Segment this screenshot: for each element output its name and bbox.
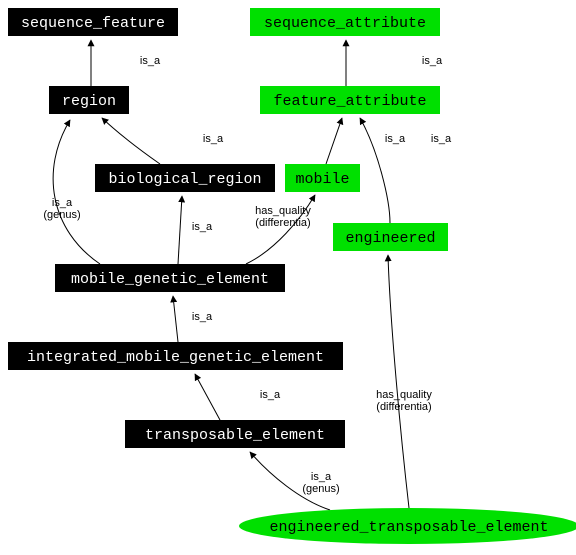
edge-mobile_genetic_element-biological_region (178, 196, 182, 264)
edge-integrated_mobile_genetic_element-mobile_genetic_element (173, 296, 178, 342)
node-label-integrated_mobile_genetic_element: integrated_mobile_genetic_element (27, 349, 324, 366)
node-label-region: region (62, 93, 116, 110)
node-label-mobile: mobile (295, 171, 349, 188)
edge-label-feature_attribute-sequence_attribute: is_a (422, 55, 443, 67)
edge-label-transposable_element-integrated_mobile_genetic_element: is_a (260, 389, 281, 401)
edge-engineered_transposable_element-engineered (388, 255, 409, 508)
edge-label-integrated_mobile_genetic_element-mobile_genetic_element: is_a (192, 311, 213, 323)
node-label-engineered: engineered (345, 230, 435, 247)
edge-biological_region-region (102, 118, 160, 164)
edge-label-mobile-feature_attribute: is_a (385, 133, 406, 145)
edge-mobile_genetic_element-region (53, 120, 100, 264)
node-label-mobile_genetic_element: mobile_genetic_element (71, 271, 269, 288)
edge-label-engineered-feature_attribute: is_a (431, 133, 452, 145)
edge-transposable_element-integrated_mobile_genetic_element (195, 374, 220, 420)
edge-label-mobile_genetic_element-mobile: has_quality(differentia) (255, 205, 311, 229)
edge-label-mobile_genetic_element-region: is_a(genus) (43, 197, 80, 221)
edge-label-engineered_transposable_element-engineered: has_quality(differentia) (376, 389, 432, 413)
node-label-biological_region: biological_region (108, 171, 261, 188)
edge-label-region-sequence_feature: is_a (140, 55, 161, 67)
edge-label-engineered_transposable_element-transposable_element: is_a(genus) (302, 471, 339, 495)
node-label-feature_attribute: feature_attribute (273, 93, 426, 110)
edge-label-biological_region-region: is_a (203, 133, 224, 145)
edge-mobile-feature_attribute (326, 118, 342, 164)
node-label-sequence_feature: sequence_feature (21, 15, 165, 32)
node-label-sequence_attribute: sequence_attribute (264, 15, 426, 32)
node-label-engineered_transposable_element: engineered_transposable_element (269, 519, 548, 536)
edge-label-mobile_genetic_element-biological_region: is_a (192, 221, 213, 233)
node-label-transposable_element: transposable_element (145, 427, 325, 444)
